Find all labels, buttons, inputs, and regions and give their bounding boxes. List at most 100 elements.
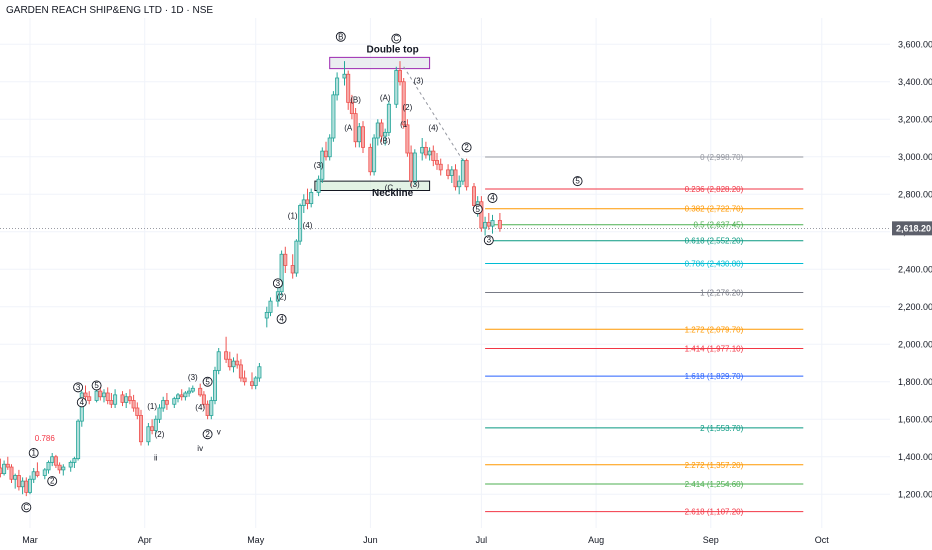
candle-body	[379, 122, 384, 137]
candle-body	[113, 394, 118, 405]
candle-body	[372, 137, 377, 173]
neckline-zone[interactable]	[314, 180, 431, 191]
candle-body	[27, 478, 32, 493]
wave-label: (3)	[410, 180, 420, 189]
candle-body	[397, 70, 402, 83]
wave-label: ii	[154, 454, 158, 463]
fib-level-label: 2.618 (1,107.20)	[685, 508, 744, 517]
candle-body	[290, 265, 295, 274]
y-tick-label: 1,400.00	[898, 452, 932, 462]
price-axis[interactable]: 3,600.00 3,400.00 3,200.00 3,000.00 2,800.00…	[892, 39, 932, 499]
wave-label: (3)	[188, 373, 198, 382]
fib-level-label: 0.618 (2,552.20)	[685, 237, 744, 246]
chart-title: GARDEN REACH SHIP&ENG LTD · 1D · NSE	[6, 5, 213, 16]
candle-body	[353, 113, 358, 143]
wave-circle-label: 2	[205, 430, 210, 439]
fib-level-label: 0.382 (2,722.70)	[685, 205, 744, 214]
wave-circle-label: 5	[205, 377, 210, 386]
double-top-zone[interactable]	[329, 56, 431, 70]
candle-body	[46, 461, 51, 471]
candle-body	[172, 398, 177, 405]
candle-body	[198, 387, 203, 396]
candle-body	[446, 169, 451, 176]
wave-label: (2)	[403, 103, 413, 112]
y-tick-label: 1,800.00	[898, 377, 932, 387]
candle-body	[294, 240, 299, 274]
candle-body	[301, 199, 306, 206]
candle-body	[490, 220, 495, 227]
candle-body	[335, 77, 340, 96]
fib-level-label: 0.5 (2,637.45)	[693, 221, 743, 230]
candle-body	[72, 458, 77, 463]
candle-body	[264, 311, 269, 319]
candle-body	[161, 400, 166, 409]
candle-body	[275, 291, 280, 302]
wave-circle-label: 4	[80, 398, 85, 407]
candle-body	[205, 403, 210, 416]
candle-body	[249, 381, 254, 386]
candle-body	[105, 392, 110, 401]
chart-annotation: 0.786	[35, 434, 56, 443]
candle-body	[9, 466, 14, 480]
candle-body	[486, 221, 491, 227]
wave-circle-label: 3	[487, 236, 492, 245]
x-tick-label: Jul	[476, 535, 488, 545]
candle-body	[42, 469, 47, 476]
y-tick-label: 3,200.00	[898, 114, 932, 124]
fib-level-label: 0.236 (2,828.20)	[685, 185, 744, 194]
candle-body	[386, 103, 391, 133]
candle-body	[457, 180, 462, 188]
candle-body	[201, 394, 206, 405]
wave-circle-marker	[21, 502, 32, 513]
candle-body	[412, 152, 417, 182]
wave-circle-marker	[487, 193, 498, 203]
fib-level-label: 2 (1,553.70)	[700, 424, 743, 433]
candle-body	[20, 480, 25, 488]
wave-circle-label: 4	[279, 314, 284, 323]
wave-label: (2)	[155, 430, 165, 439]
candle-body	[346, 73, 351, 103]
fib-level-label: 1 (2,276.20)	[700, 288, 743, 297]
candle-body	[209, 400, 214, 416]
x-tick-label: Mar	[22, 535, 38, 545]
candle-body	[164, 400, 169, 405]
candle-body	[479, 201, 484, 229]
candle-body	[227, 358, 232, 368]
candle-body	[87, 396, 92, 401]
candle-body	[120, 394, 125, 403]
x-tick-label: Oct	[815, 535, 830, 545]
candle-body	[257, 366, 262, 379]
candle-body	[68, 461, 73, 468]
candle-body	[13, 475, 18, 480]
x-tick-label: Jun	[363, 535, 378, 545]
x-tick-label: Aug	[588, 535, 604, 545]
pattern-zones[interactable]	[314, 56, 464, 191]
candle-body	[405, 124, 410, 154]
fibonacci-extension[interactable]: 0 (2,998.70) 0.236 (2,828.20) 0.382 (2,722…	[485, 153, 804, 517]
candle-body	[483, 221, 488, 229]
wave-circle-label: B	[338, 32, 343, 41]
fib-level-label: 1.414 (1,977.10)	[685, 345, 744, 354]
candle-body	[50, 456, 55, 463]
candle-body	[179, 394, 184, 398]
candle-body	[449, 169, 454, 176]
candle-body	[401, 81, 406, 126]
wave-circle-label: 5	[575, 177, 580, 186]
wave-circle-label: 2	[464, 143, 469, 152]
candle-body	[438, 163, 443, 171]
candle-body	[5, 463, 10, 468]
candle-body	[383, 131, 388, 137]
candle-body	[309, 191, 314, 205]
wave-circle-marker	[461, 142, 472, 153]
candle-body	[427, 150, 432, 156]
y-tick-label: 1,200.00	[898, 489, 932, 499]
wave-label: (4)	[303, 221, 313, 230]
wave-circle-marker	[572, 176, 583, 187]
time-axis[interactable]: Mar Apr May Jun Jul Aug Sep Oct	[22, 535, 829, 545]
candle-body	[464, 160, 469, 188]
wave-label: (A)	[380, 94, 391, 103]
wave-circle-marker	[483, 235, 494, 246]
